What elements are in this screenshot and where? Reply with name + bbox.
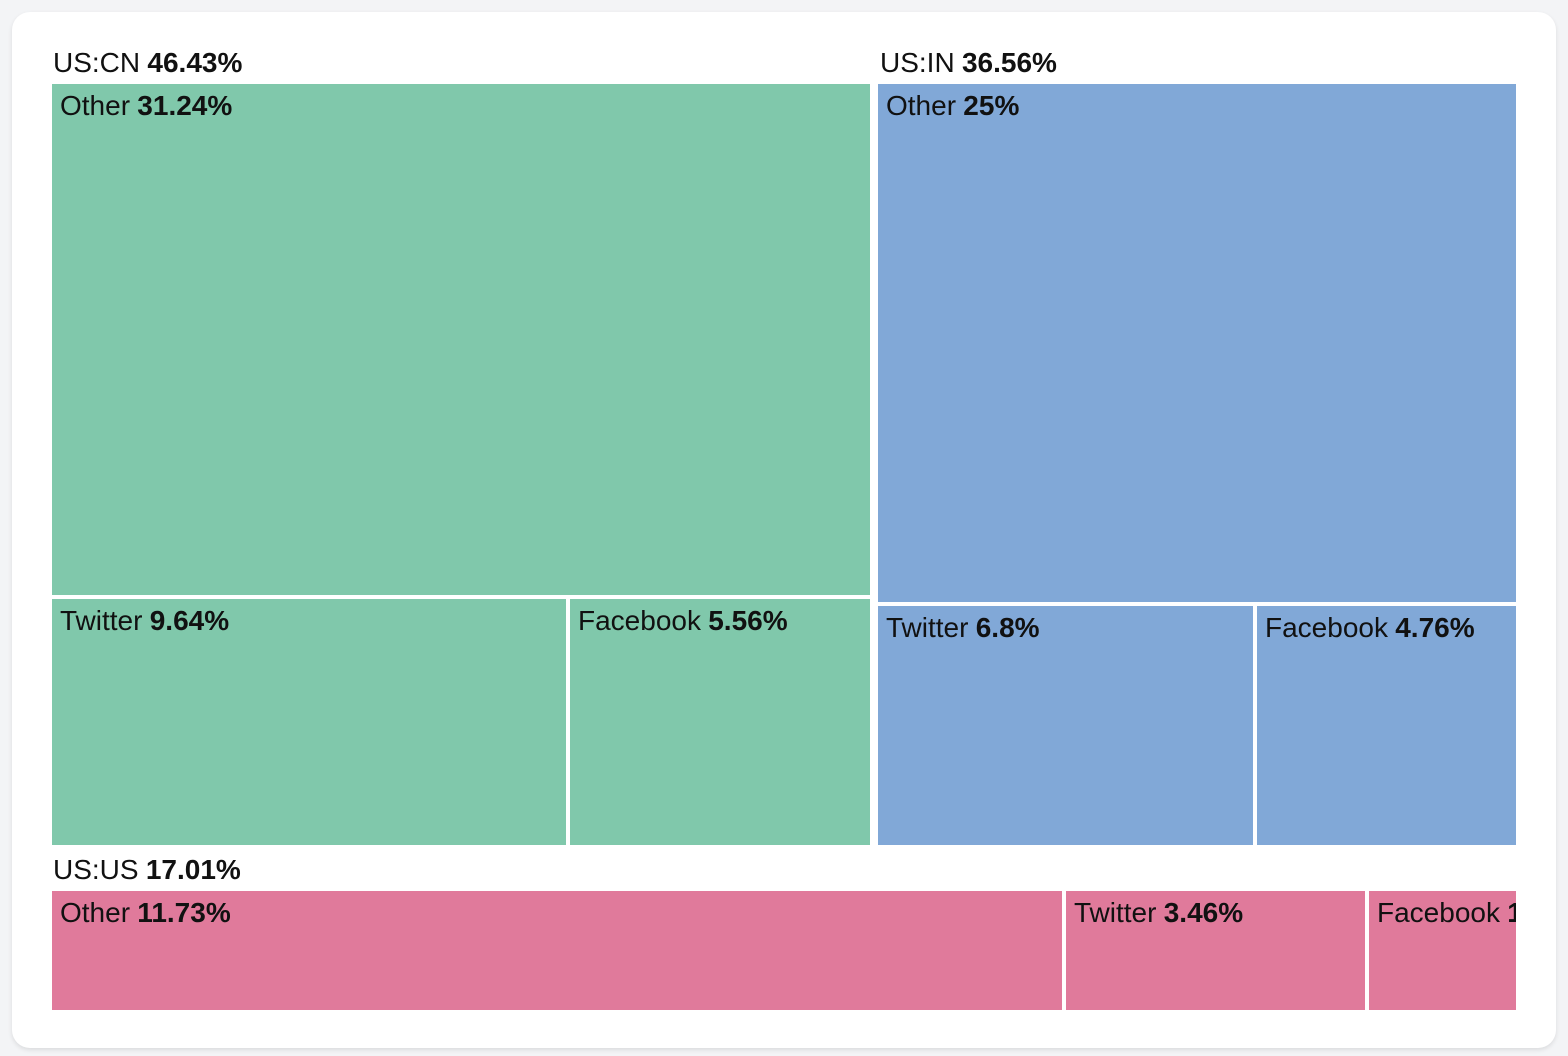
- cell-us-cn-other[interactable]: Other 31.24%: [52, 84, 870, 595]
- cell-percent: 5.56%: [708, 605, 788, 636]
- cell-name: Other: [60, 90, 131, 121]
- cell-us-cn-facebook[interactable]: Facebook 5.56%: [570, 599, 870, 845]
- group-header-us-cn: US:CN 46.43%: [53, 46, 242, 80]
- group-percent: 36.56%: [961, 47, 1057, 78]
- cell-us-us-facebook[interactable]: Facebook 1.81%: [1369, 891, 1516, 1010]
- cell-percent: 31.24%: [137, 90, 233, 121]
- cell-percent: 9.64%: [149, 605, 230, 636]
- group-name: US:IN: [880, 47, 955, 78]
- cell-percent: 25%: [963, 90, 1020, 121]
- group-header-us-in: US:IN 36.56%: [880, 46, 1057, 80]
- cell-us-cn-twitter[interactable]: Twitter 9.64%: [52, 599, 566, 845]
- cell-percent: 4.76%: [1395, 612, 1475, 643]
- cell-name: Facebook: [1377, 897, 1500, 928]
- treemap-card: US:CN 46.43% Other 31.24% Twitter 9.64% Fac…: [12, 12, 1556, 1048]
- group-header-us-us: US:US 17.01%: [53, 853, 241, 887]
- cell-us-us-other[interactable]: Other 11.73%: [52, 891, 1062, 1010]
- group-percent: 46.43%: [147, 47, 243, 78]
- cell-name: Twitter: [886, 612, 969, 643]
- cell-name: Twitter: [1074, 897, 1157, 928]
- cell-percent: 6.8%: [975, 612, 1040, 643]
- cell-name: Other: [886, 90, 957, 121]
- cell-percent: 3.46%: [1163, 897, 1244, 928]
- cell-us-in-twitter[interactable]: Twitter 6.8%: [878, 606, 1253, 845]
- group-name: US:US: [53, 854, 139, 885]
- cell-us-in-other[interactable]: Other 25%: [878, 84, 1516, 602]
- cell-percent: 1.81%: [1507, 897, 1516, 928]
- group-name: US:CN: [53, 47, 141, 78]
- treemap-chart: US:CN 46.43% Other 31.24% Twitter 9.64% Fac…: [12, 12, 1556, 1048]
- cell-us-us-twitter[interactable]: Twitter 3.46%: [1066, 891, 1365, 1010]
- cell-percent: 11.73%: [137, 897, 231, 928]
- cell-name: Facebook: [1265, 612, 1388, 643]
- cell-name: Facebook: [578, 605, 701, 636]
- group-percent: 17.01%: [145, 854, 241, 885]
- cell-name: Twitter: [60, 605, 143, 636]
- cell-name: Other: [60, 897, 131, 928]
- cell-us-in-facebook[interactable]: Facebook 4.76%: [1257, 606, 1516, 845]
